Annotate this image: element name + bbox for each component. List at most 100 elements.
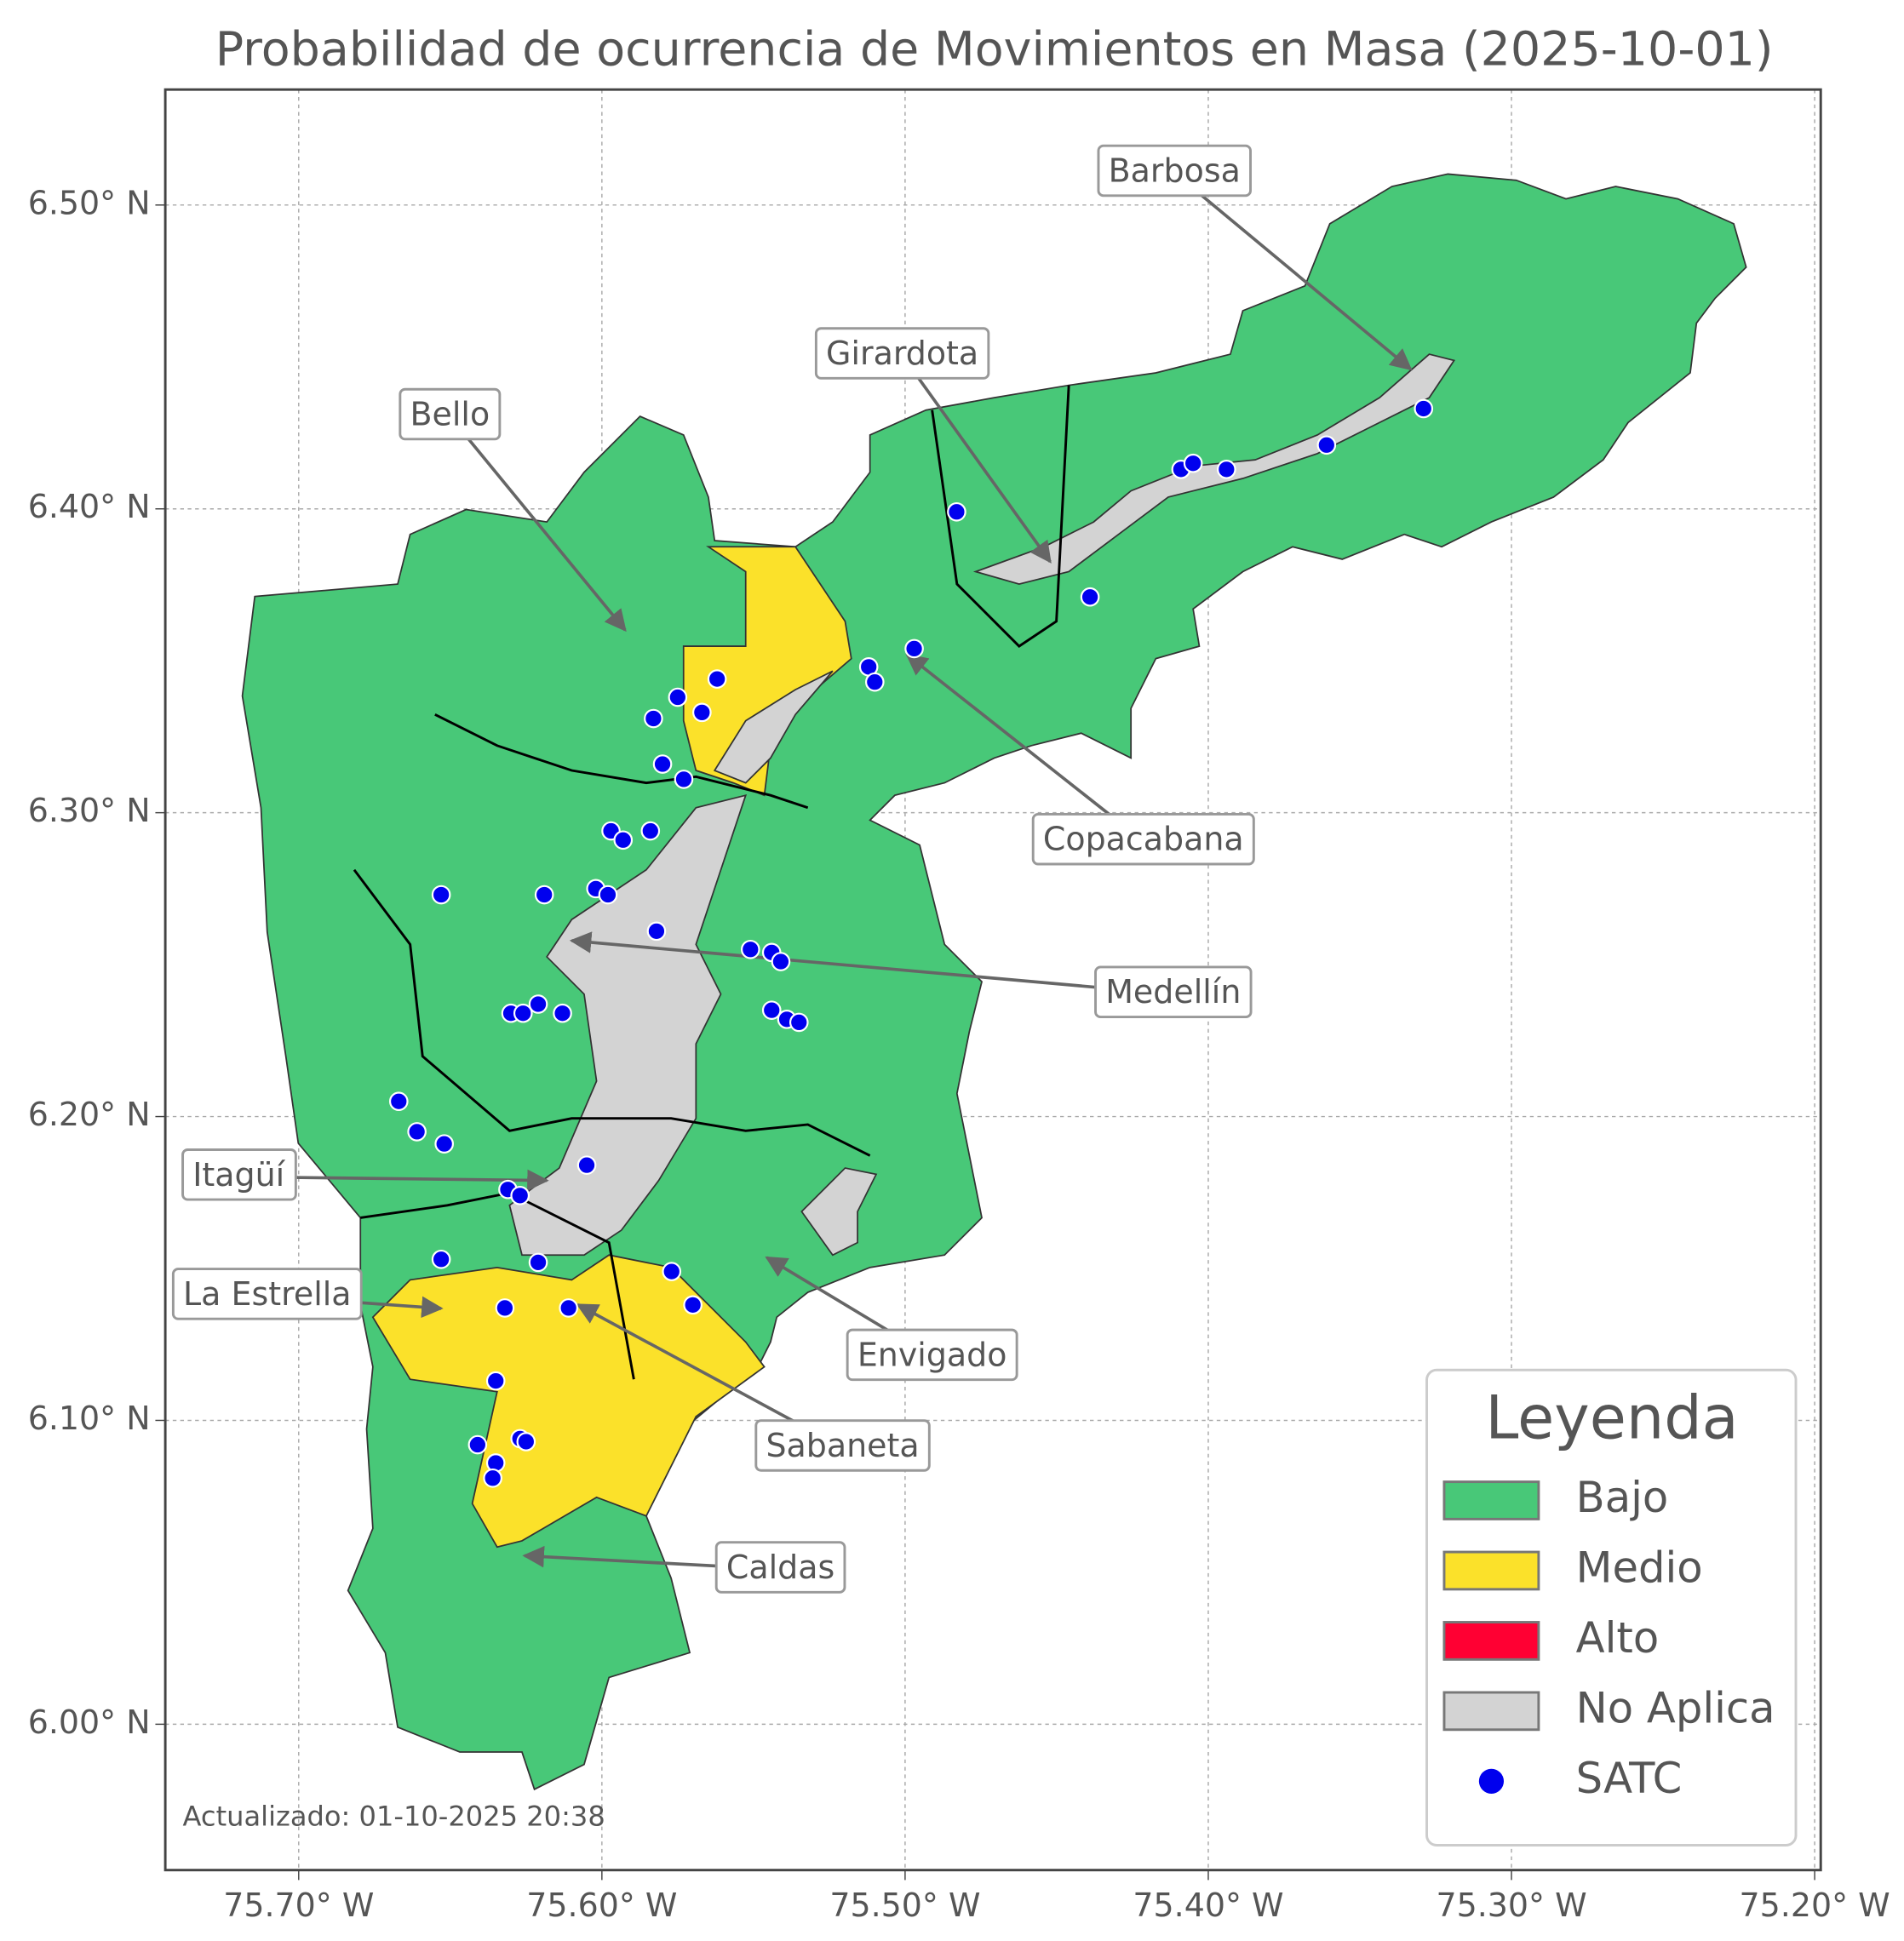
annotation-label: La Estrella bbox=[183, 1275, 352, 1313]
satc-point bbox=[1183, 453, 1203, 473]
satc-point bbox=[1217, 460, 1236, 479]
satc-point bbox=[495, 1298, 515, 1318]
annotation-box bbox=[181, 1148, 297, 1201]
satc-point bbox=[407, 1122, 427, 1142]
annotation-arrow bbox=[1173, 171, 1413, 371]
satc-point bbox=[904, 638, 924, 659]
satc-point bbox=[467, 1434, 488, 1455]
satc-point bbox=[662, 1262, 682, 1281]
annotation-label: Sabaneta bbox=[766, 1427, 919, 1464]
satc-point bbox=[674, 770, 694, 789]
annotation-label: Medellín bbox=[1105, 973, 1241, 1011]
region-no-aplica bbox=[508, 793, 748, 1257]
annotation-box bbox=[1097, 144, 1252, 198]
footnote: Actualizado: 01-10-2025 20:38 bbox=[183, 1800, 605, 1832]
satc-point bbox=[576, 1155, 597, 1175]
satc-point bbox=[1316, 435, 1337, 455]
x-tick-label: 75.70° W bbox=[223, 1887, 374, 1924]
annotation-box bbox=[754, 1419, 931, 1472]
legend-label: No Aplica bbox=[1576, 1683, 1775, 1732]
x-tick-label: 75.40° W bbox=[1133, 1887, 1283, 1924]
legend-swatch bbox=[1442, 1480, 1540, 1520]
y-tick-label: 6.00° N bbox=[28, 1703, 151, 1741]
legend-label: Medio bbox=[1576, 1543, 1703, 1592]
boundary bbox=[353, 868, 871, 1157]
satc-point bbox=[516, 1432, 536, 1451]
satc-point bbox=[771, 952, 791, 971]
region-medio bbox=[371, 1254, 766, 1549]
legend-marker bbox=[1478, 1768, 1505, 1794]
satc-point bbox=[646, 921, 667, 942]
annotation-arrow bbox=[905, 653, 1144, 843]
satc-point bbox=[707, 669, 727, 689]
x-tick-label: 75.50° W bbox=[829, 1887, 980, 1924]
annotation-box bbox=[814, 327, 990, 380]
region-no-aplica bbox=[713, 670, 834, 784]
satc-point bbox=[692, 702, 712, 723]
legend-label: Alto bbox=[1576, 1613, 1660, 1663]
annotation-arrow bbox=[901, 354, 1052, 564]
satc-point bbox=[741, 939, 760, 959]
annotation-arrow bbox=[569, 931, 1173, 996]
annotation-box bbox=[714, 1541, 846, 1594]
satc-point bbox=[434, 1134, 455, 1154]
plot-frame bbox=[163, 88, 1822, 1872]
satc-point bbox=[485, 1371, 506, 1391]
legend-label: Bajo bbox=[1576, 1473, 1669, 1522]
satc-point bbox=[652, 754, 673, 774]
annotation-arrow bbox=[448, 415, 627, 633]
satc-point bbox=[864, 672, 885, 692]
region-no-aplica bbox=[800, 1167, 878, 1257]
satc-point bbox=[388, 1091, 409, 1112]
legend-swatch bbox=[1442, 1691, 1540, 1732]
y-tick-label: 6.30° N bbox=[28, 792, 151, 829]
annotation-label: Copacabana bbox=[1043, 821, 1244, 858]
y-tick-label: 6.40° N bbox=[28, 488, 151, 525]
annotation-label: Barbosa bbox=[1109, 152, 1241, 189]
satc-point bbox=[598, 885, 618, 905]
map-title: Probabilidad de ocurrencia de Movimiento… bbox=[215, 23, 1774, 77]
annotation-label: Caldas bbox=[726, 1549, 834, 1586]
satc-point bbox=[483, 1468, 502, 1488]
annotation-label: Itagüí bbox=[192, 1156, 285, 1194]
x-tick-label: 75.30° W bbox=[1436, 1887, 1586, 1924]
satc-point bbox=[513, 1003, 533, 1023]
satc-point bbox=[559, 1298, 578, 1318]
annotation-box bbox=[846, 1328, 1018, 1382]
satc-point bbox=[553, 1003, 572, 1023]
satc-point bbox=[761, 1000, 782, 1020]
satc-point bbox=[431, 885, 451, 905]
legend-swatch bbox=[1442, 1550, 1540, 1591]
satc-point bbox=[613, 830, 634, 850]
satc-point bbox=[1080, 587, 1100, 607]
satc-point bbox=[528, 1252, 548, 1273]
satc-point bbox=[534, 885, 554, 905]
satc-point bbox=[947, 501, 966, 522]
satc-point bbox=[1414, 398, 1434, 419]
annotation-box bbox=[1094, 965, 1253, 1018]
annotation-box bbox=[171, 1268, 363, 1320]
satc-point bbox=[668, 687, 688, 707]
satc-point bbox=[431, 1249, 451, 1269]
x-tick-label: 75.60° W bbox=[526, 1887, 677, 1924]
legend-swatch bbox=[1442, 1621, 1540, 1661]
satc-point bbox=[528, 994, 548, 1014]
annotation-box bbox=[399, 387, 502, 441]
annotation-label: Envigado bbox=[857, 1336, 1007, 1373]
y-tick-label: 6.20° N bbox=[28, 1096, 151, 1133]
boundary bbox=[434, 713, 809, 810]
annotation-label: Bello bbox=[410, 396, 490, 433]
annotation-label: Girardota bbox=[826, 335, 978, 372]
satc-point bbox=[683, 1295, 703, 1315]
satc-point bbox=[640, 821, 661, 841]
annotation-box bbox=[1031, 812, 1255, 866]
y-tick-label: 6.10° N bbox=[28, 1400, 151, 1437]
region-no-aplica bbox=[972, 353, 1456, 585]
x-tick-label: 75.20° W bbox=[1740, 1887, 1890, 1924]
satc-point bbox=[789, 1012, 809, 1033]
satc-point bbox=[510, 1186, 530, 1205]
y-tick-label: 6.50° N bbox=[28, 184, 151, 221]
boundary bbox=[931, 385, 1070, 648]
